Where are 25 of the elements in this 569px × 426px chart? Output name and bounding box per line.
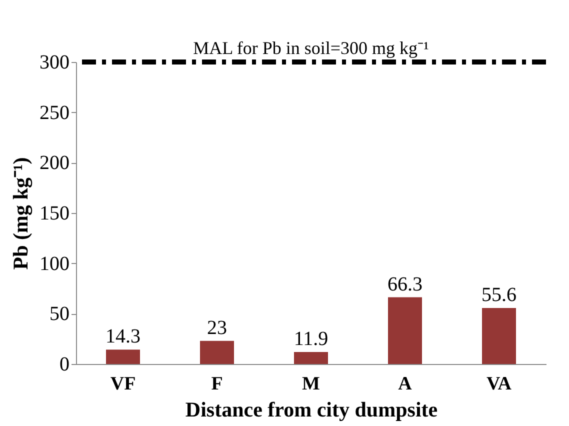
data-label: 14.3 (106, 326, 140, 348)
x-tick-label: VA (486, 374, 512, 394)
y-tick-label: 250 (40, 102, 70, 124)
data-label: 55.6 (482, 284, 516, 306)
y-tick-label: 100 (40, 252, 70, 275)
bar (482, 308, 516, 364)
x-axis-title: Distance from city dumpsite (185, 398, 438, 422)
y-axis-title: Pb (mg kg⁻¹) (8, 157, 32, 270)
y-tick-label: 50 (50, 303, 70, 326)
x-tick-label: M (302, 374, 320, 394)
y-tick-label: 0 (60, 354, 70, 376)
x-tick-label: VF (110, 374, 136, 394)
bar (294, 352, 328, 364)
ref-line-label: MAL for Pb in soil=300 mg kg⁻¹ (193, 38, 429, 58)
y-tick-label: 200 (40, 152, 70, 174)
x-tick-label: F (211, 374, 223, 394)
data-label: 11.9 (294, 328, 328, 350)
x-tick-label: A (398, 374, 412, 394)
bar (388, 297, 422, 364)
bar (106, 350, 140, 364)
y-tick-label: 300 (40, 52, 70, 74)
data-label: 66.3 (388, 273, 422, 296)
y-tick-label: 150 (40, 202, 70, 224)
bar (200, 340, 234, 364)
data-label: 23 (207, 316, 227, 339)
